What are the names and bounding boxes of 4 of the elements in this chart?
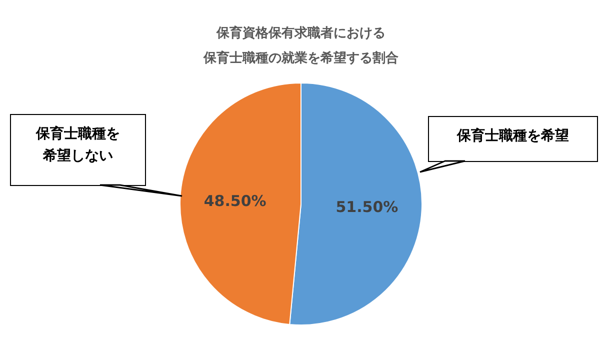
chart-title: 保育資格保有求職者における [216,25,386,41]
data-label: 48.50% [204,192,266,210]
chart-subtitle: 保育士職種の就業を希望する割合 [202,50,398,66]
data-label: 51.50% [336,198,398,216]
